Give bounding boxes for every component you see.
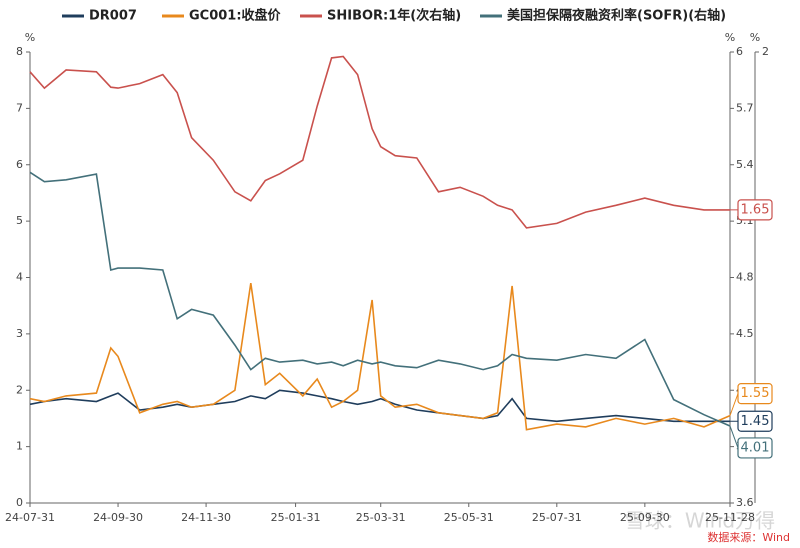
axis-unit: % [725, 31, 735, 44]
x-tick-label: 24-07-31 [5, 511, 55, 524]
end-label-pointer [729, 393, 739, 416]
x-tick-label: 24-11-30 [181, 511, 231, 524]
legend-label: GC001:收盘价 [189, 8, 282, 24]
y-tick-label: 7 [16, 101, 23, 114]
x-tick-label: 25-03-31 [356, 511, 406, 524]
y2-tick-label: 3.6 [736, 496, 754, 509]
y-tick-label: 5 [16, 214, 23, 227]
x-tick-label: 25-01-31 [271, 511, 321, 524]
legend-label: DR007 [89, 9, 137, 24]
series-line [29, 171, 731, 427]
y-tick-label: 2 [16, 383, 23, 396]
y-tick-label: 4 [16, 271, 23, 284]
legend-label: SHIBOR:1年(次右轴) [327, 8, 461, 24]
series-line [29, 55, 730, 229]
x-tick-label: 25-05-31 [444, 511, 494, 524]
end-label: 1.45 [741, 414, 770, 429]
y2-tick-label: 4.5 [736, 327, 754, 340]
watermark: 雪球：Wind万得 [625, 509, 775, 533]
x-tick-label: 25-11-28 [705, 511, 755, 524]
x-tick-label: 25-07-31 [532, 511, 582, 524]
y-tick-label: 3 [16, 327, 23, 340]
source: 数据来源：Wind [707, 530, 790, 544]
y-tick-label: 8 [16, 45, 23, 58]
axis-unit: % [25, 31, 35, 44]
y2-tick-label: 5.7 [736, 101, 754, 114]
y2-tick-label: 4.8 [736, 271, 754, 284]
x-tick-label: 24-09-30 [93, 511, 143, 524]
end-label: 1.55 [741, 386, 770, 401]
y3-tick-label: 2 [762, 45, 769, 58]
y-tick-label: 1 [16, 440, 23, 453]
y2-tick-label: 5.4 [736, 158, 754, 171]
y-tick-label: 0 [16, 496, 23, 509]
y2-tick-label: 6 [736, 45, 743, 58]
series-line [29, 282, 731, 431]
end-label: 1.65 [741, 202, 770, 217]
end-label-pointer [729, 425, 739, 449]
y-tick-label: 6 [16, 158, 23, 171]
end-label: 4.01 [741, 440, 770, 455]
legend-label: 美国担保隔夜融资利率(SOFR)(右轴) [507, 8, 726, 24]
axis-unit: % [750, 31, 760, 44]
x-tick-label: 25-09-30 [620, 511, 670, 524]
